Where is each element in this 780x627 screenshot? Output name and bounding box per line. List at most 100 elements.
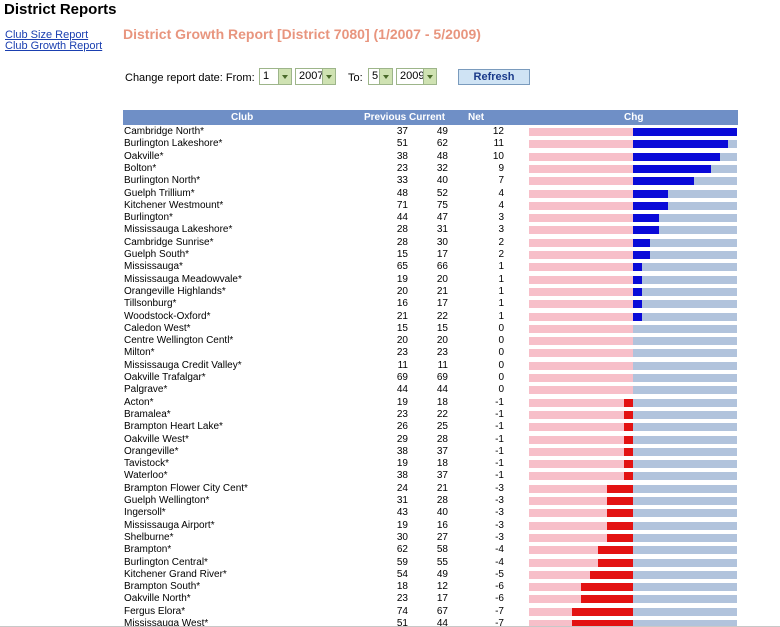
header-net[interactable]: Net [468,112,485,123]
positive-track [633,570,737,579]
from-year-select[interactable]: 2007 [295,68,336,85]
net-change: -6 [495,593,504,605]
negative-track [529,509,633,518]
club-name: Tillsonburg* [124,298,177,310]
header-chg[interactable]: Chg [624,112,644,123]
positive-track [633,349,737,358]
net-change: 0 [498,359,504,371]
table-row: Guelph Wellington* 31 28 -3 [0,495,780,507]
negative-track [529,214,633,223]
growth-bar [633,275,642,284]
chevron-down-icon[interactable] [278,69,291,84]
club-name: Woodstock-Oxford* [124,310,211,322]
chevron-down-icon[interactable] [423,69,436,84]
table-row: Oakville Trafalgar* 69 69 0 [0,372,780,384]
growth-bar [633,312,642,321]
chevron-down-icon[interactable] [379,69,392,84]
growth-bar [633,128,737,136]
current-count: 49 [436,126,448,137]
positive-track [633,607,737,616]
positive-track [633,410,737,419]
current-count: 67 [436,605,448,617]
chevron-down-icon[interactable] [322,69,335,84]
previous-count: 65 [396,261,408,273]
club-name: Bramalea* [124,408,171,420]
negative-track [529,533,633,542]
growth-bar [633,164,711,173]
to-year-select[interactable]: 2009 [396,68,437,85]
previous-count: 29 [396,433,408,445]
club-name: Brampton Flower City Cent* [124,482,248,494]
header-club[interactable]: Club [231,112,254,123]
current-count: 17 [436,593,448,605]
net-change: 11 [493,138,504,150]
positive-track [633,238,737,247]
positive-track [633,361,737,370]
net-change: -3 [495,507,504,519]
previous-count: 23 [396,408,408,420]
club-name: Orangeville* [124,445,179,457]
previous-count: 59 [396,556,408,568]
decline-bar [607,533,633,542]
header-current[interactable]: Current [409,112,446,123]
growth-bar [633,263,642,272]
current-count: 44 [436,384,448,396]
previous-count: 11 [397,359,408,371]
growth-bar [633,238,651,247]
table-row: Orangeville* 38 37 -1 [0,446,780,458]
from-month-select[interactable]: 1 [259,68,292,85]
decline-bar [624,460,633,469]
table-row: Oakville West* 29 28 -1 [0,434,780,446]
table-row: Acton* 19 18 -1 [0,397,780,409]
negative-track [529,484,633,493]
net-change: -1 [495,458,504,470]
negative-track [529,410,633,419]
current-count: 49 [436,568,448,580]
previous-count: 19 [396,458,408,470]
net-change: 0 [498,372,504,383]
report-title: District Growth Report [District 7080] (… [123,26,481,42]
current-count: 22 [436,408,448,420]
negative-track [529,177,633,186]
negative-track [529,251,633,259]
negative-track [529,201,633,210]
club-name: Brampton South* [124,581,201,593]
negative-track [529,275,633,284]
refresh-button[interactable]: Refresh [458,69,530,85]
net-change: 1 [498,261,504,273]
table-row: Kitchener Grand River* 54 49 -5 [0,569,780,581]
table-row: Cambridge Sunrise* 28 30 2 [0,237,780,249]
table-row: Guelph Trillium* 48 52 4 [0,188,780,200]
table-row: Fergus Elora* 74 67 -7 [0,606,780,618]
club-size-report-link[interactable]: Club Size Report [5,29,89,41]
to-month-select[interactable]: 5 [368,68,393,85]
current-count: 17 [436,249,448,260]
positive-track [633,386,737,395]
table-row: Mississauga Meadowvale* 19 20 1 [0,274,780,286]
negative-track [529,312,633,321]
decline-bar [607,484,633,493]
decline-bar [598,546,633,555]
net-change: 0 [498,347,504,359]
positive-track [633,226,737,235]
net-change: -1 [495,396,504,408]
current-count: 15 [436,322,448,334]
header-previous[interactable]: Previous [364,112,407,123]
current-count: 21 [436,482,448,494]
decline-bar [607,521,633,530]
club-name: Cambridge Sunrise* [124,236,214,248]
net-change: -4 [495,544,504,556]
negative-track [529,361,633,370]
growth-bar [633,251,651,259]
positive-track [633,374,737,382]
current-count: 28 [436,433,448,445]
negative-track [529,300,633,309]
decline-bar [607,509,633,518]
current-count: 31 [436,224,448,236]
table-row: Mississauga Lakeshore* 28 31 3 [0,224,780,236]
negative-track [529,349,633,358]
club-growth-report-link[interactable]: Club Growth Report [5,40,103,52]
to-month-value: 5 [372,70,379,82]
club-name: Fergus Elora* [124,605,186,617]
from-month-value: 1 [263,70,270,82]
